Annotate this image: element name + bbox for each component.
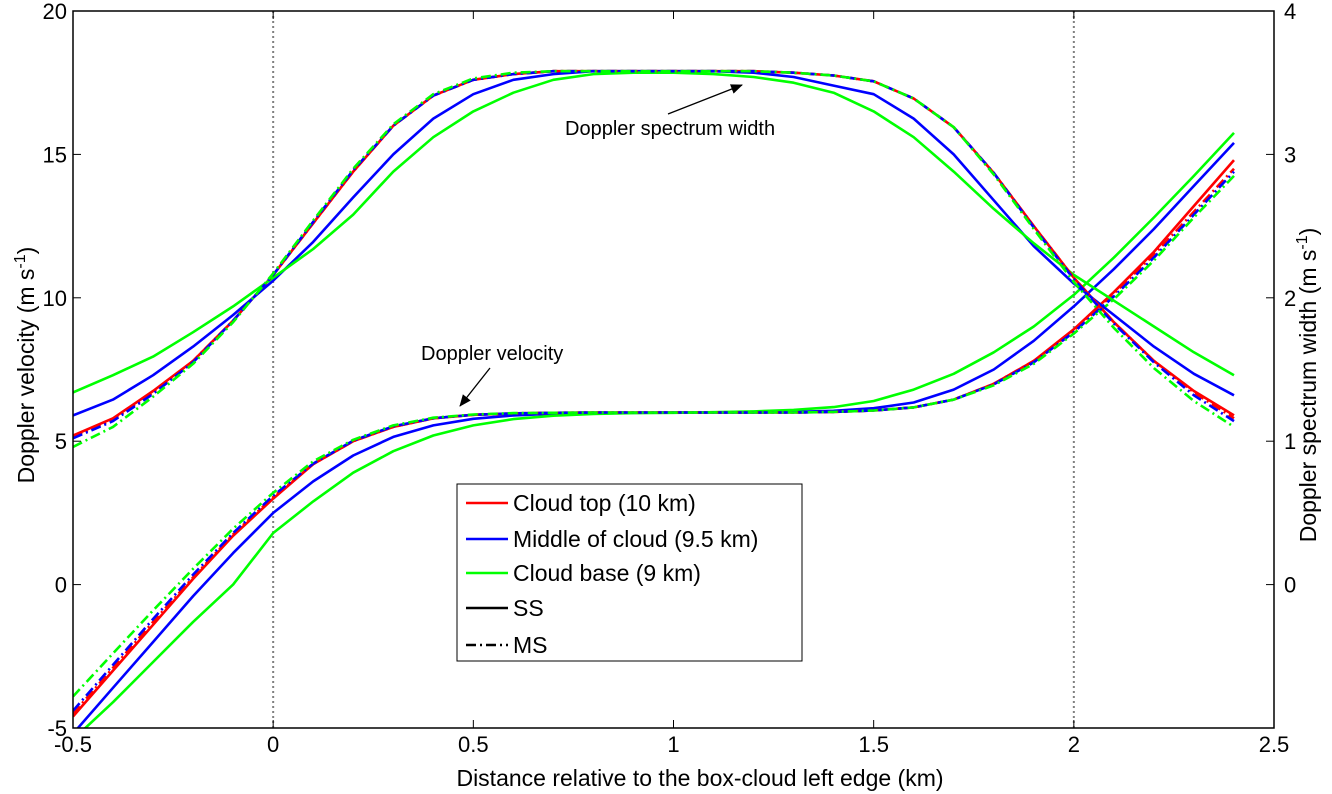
legend-entry-ms: MS (466, 632, 548, 658)
x-tick-label: -0.5 (54, 732, 92, 757)
legend-entry-ss: SS (466, 595, 544, 621)
y-axis-right-title: Doppler spectrum width (m s-1) (1294, 228, 1321, 543)
series-layer (73, 69, 1235, 728)
legend-label-ss: SS (513, 595, 544, 621)
y-left-tick-label: 0 (55, 573, 67, 598)
y-left-tick-label: 20 (43, 0, 67, 24)
annotations: Doppler spectrum width Doppler velocity (421, 84, 775, 407)
ticks-layer: -0.5 0 0.5 1 1.5 2 2.5 -5 0 5 10 15 20 0 1 2 3 4 (43, 0, 1297, 757)
legend-entry-cloud-top: Cloud top (10 km) (466, 490, 696, 516)
series-width-base-ms (73, 69, 1235, 449)
x-tick-label: 1.5 (858, 732, 889, 757)
x-tick-label: 0 (267, 732, 279, 757)
annotation-velocity-label: Doppler velocity (421, 343, 563, 365)
y-left-tick-label: 10 (43, 286, 67, 311)
legend-entry-middle-of-cloud: Middle of cloud (9.5 km) (466, 526, 758, 552)
y-left-tick-label: 5 (55, 429, 67, 454)
x-axis-title: Distance relative to the box-cloud left … (456, 765, 943, 791)
series-width-middle-ms (73, 69, 1235, 440)
y-left-tick-label: -5 (47, 716, 67, 741)
y-right-tick-label: 0 (1284, 573, 1296, 598)
legend: Cloud top (10 km) Middle of cloud (9.5 k… (456, 483, 803, 662)
x-tick-label: 1 (667, 732, 679, 757)
legend-entry-cloud-base: Cloud base (9 km) (466, 560, 701, 586)
y-right-tick-label: 1 (1284, 429, 1296, 454)
legend-label-middle-of-cloud: Middle of cloud (9.5 km) (513, 526, 758, 552)
legend-label-cloud-base: Cloud base (9 km) (513, 560, 701, 586)
series-velocity-base-ms (73, 174, 1235, 698)
annotation-velocity-arrow (459, 367, 491, 407)
x-tick-label: 2 (1068, 732, 1080, 757)
x-tick-label: 2.5 (1259, 732, 1290, 757)
y-right-tick-label: 2 (1284, 286, 1296, 311)
legend-box (456, 483, 803, 662)
legend-label-ms: MS (513, 632, 548, 658)
y-right-tick-label: 3 (1284, 142, 1296, 167)
y-right-tick-label: 4 (1284, 0, 1296, 24)
annotation-spectrum-width-arrow (667, 84, 743, 115)
x-tick-label: 0.5 (458, 732, 489, 757)
y-left-tick-label: 15 (43, 142, 67, 167)
series-width-base-ss (73, 71, 1235, 394)
annotation-spectrum-width-label: Doppler spectrum width (565, 118, 775, 140)
legend-label-cloud-top: Cloud top (10 km) (513, 490, 696, 516)
y-axis-left-title: Doppler velocity (m s-1) (12, 247, 39, 484)
